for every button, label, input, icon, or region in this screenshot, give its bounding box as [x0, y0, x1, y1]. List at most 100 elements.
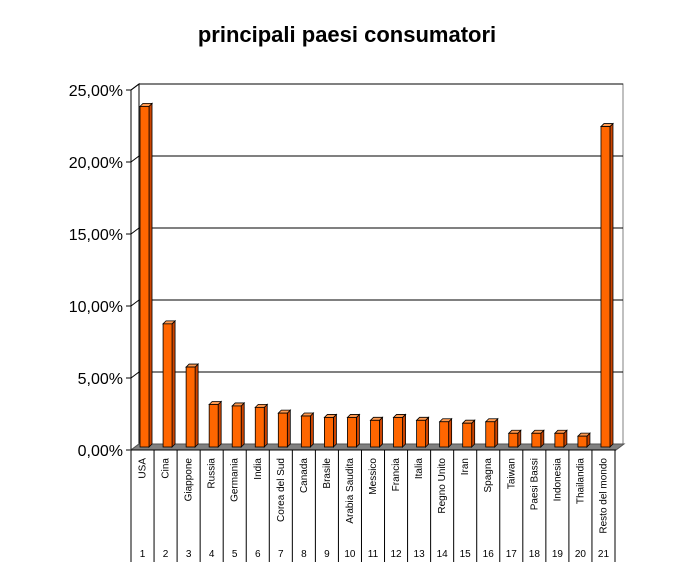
bar: [323, 413, 338, 448]
bar-side: [263, 403, 268, 448]
y-tick-label: 20,00%: [69, 155, 123, 172]
x-axis-labels: USA Cina Giappone Russia Germania India Corea …: [138, 458, 610, 534]
bar: [300, 412, 315, 448]
x-category-label: Brasile: [322, 458, 333, 489]
bar-side: [402, 413, 406, 448]
gridline-side: [130, 155, 140, 163]
x-index-label: 21: [598, 549, 610, 560]
bar-side: [194, 363, 199, 448]
x-index-label: 17: [506, 549, 518, 560]
x-index-label: 13: [414, 549, 426, 560]
bar-front: [485, 421, 496, 448]
y-tick-label: 25,00%: [69, 83, 123, 100]
bar-side: [448, 417, 453, 448]
bar: [185, 363, 200, 448]
bar-front: [439, 421, 450, 448]
bar-front: [254, 406, 265, 448]
x-index-label: 4: [209, 549, 215, 560]
bar: [415, 416, 430, 448]
bar-front: [162, 323, 173, 448]
bar: [553, 429, 568, 448]
side-wall: [130, 83, 140, 451]
x-index-label: 18: [529, 549, 541, 560]
bar-side: [309, 412, 314, 448]
chart-title: principali paesi consumatori: [197, 22, 497, 47]
bar-side: [217, 400, 222, 448]
x-category-label: Resto del mondo: [598, 458, 609, 534]
x-category-label: Regno Unito: [437, 458, 448, 514]
x-category-label: Indonesia: [552, 458, 563, 502]
x-index-label: 9: [324, 549, 330, 560]
bar-front: [531, 432, 542, 448]
bar: [254, 403, 269, 448]
x-index-label: 2: [163, 549, 169, 560]
bar-side: [240, 401, 245, 448]
bar: [277, 409, 292, 448]
bar-front: [462, 422, 473, 448]
gridline-side: [130, 299, 140, 307]
x-category-label: Messico: [368, 458, 379, 495]
bar: [530, 429, 545, 448]
bar-front: [208, 404, 219, 448]
x-index-label: 19: [552, 549, 564, 560]
gridline-side: [130, 371, 140, 379]
x-category-label: Corea del Sud: [276, 458, 287, 522]
x-index-label: 16: [483, 549, 495, 560]
y-axis-ticks: 0,00% 5,00% 10,00% 15,00% 20,00% 25,00%: [69, 83, 132, 460]
bar-side: [471, 419, 476, 448]
bar-side: [494, 417, 499, 448]
x-index-label: 7: [278, 549, 284, 560]
x-category-label: Cina: [161, 458, 172, 479]
y-tick-label: 5,00%: [78, 371, 123, 388]
x-index-label: 6: [255, 549, 261, 560]
x-index-label: 11: [368, 549, 379, 560]
x-index-label: 15: [460, 549, 472, 560]
bar: [600, 122, 614, 448]
x-index-label: 5: [232, 549, 238, 560]
bar: [208, 400, 223, 448]
y-tick-label: 0,00%: [78, 443, 123, 460]
x-category-label: Francia: [391, 458, 402, 492]
x-category-label: Russia: [207, 458, 218, 489]
bar-front: [277, 412, 288, 448]
bar-front: [347, 417, 357, 448]
x-index-label: 1: [140, 549, 146, 560]
bar: [507, 429, 522, 448]
x-category-label: Thailandia: [575, 458, 586, 505]
back-wall: [138, 83, 624, 445]
gridline-side: [130, 83, 140, 91]
bar-front: [185, 366, 196, 448]
x-category-label: Taiwan: [506, 458, 517, 489]
bar-side: [148, 102, 153, 448]
bar-side: [171, 319, 176, 448]
x-category-label: Spagna: [483, 458, 494, 493]
x-category-label: India: [253, 458, 264, 480]
bar-front: [554, 432, 565, 448]
bar-side: [286, 409, 291, 448]
bar-front: [370, 419, 380, 448]
x-category-label: Iran: [460, 458, 471, 475]
x-index-label: 14: [437, 549, 449, 560]
x-category-label: Germania: [230, 458, 241, 502]
bar: [162, 319, 177, 448]
gridlines: [130, 83, 623, 379]
gridline-side: [130, 227, 140, 235]
y-tick-label: 10,00%: [69, 299, 123, 316]
bar: [392, 413, 407, 448]
bar-front: [508, 432, 519, 448]
bar-side: [379, 416, 383, 448]
x-category-label: Italia: [414, 458, 425, 480]
bar-front: [139, 106, 150, 448]
x-category-label: Canada: [299, 458, 310, 493]
bar-side: [425, 416, 429, 448]
plot-walls: [130, 83, 624, 451]
bar-front: [300, 415, 311, 448]
bar: [438, 417, 453, 448]
bar-front: [324, 417, 334, 448]
bar: [484, 417, 499, 448]
bar-side: [356, 413, 360, 448]
bar-side: [333, 413, 337, 448]
bar-front: [600, 126, 611, 448]
x-category-label: USA: [138, 458, 149, 479]
